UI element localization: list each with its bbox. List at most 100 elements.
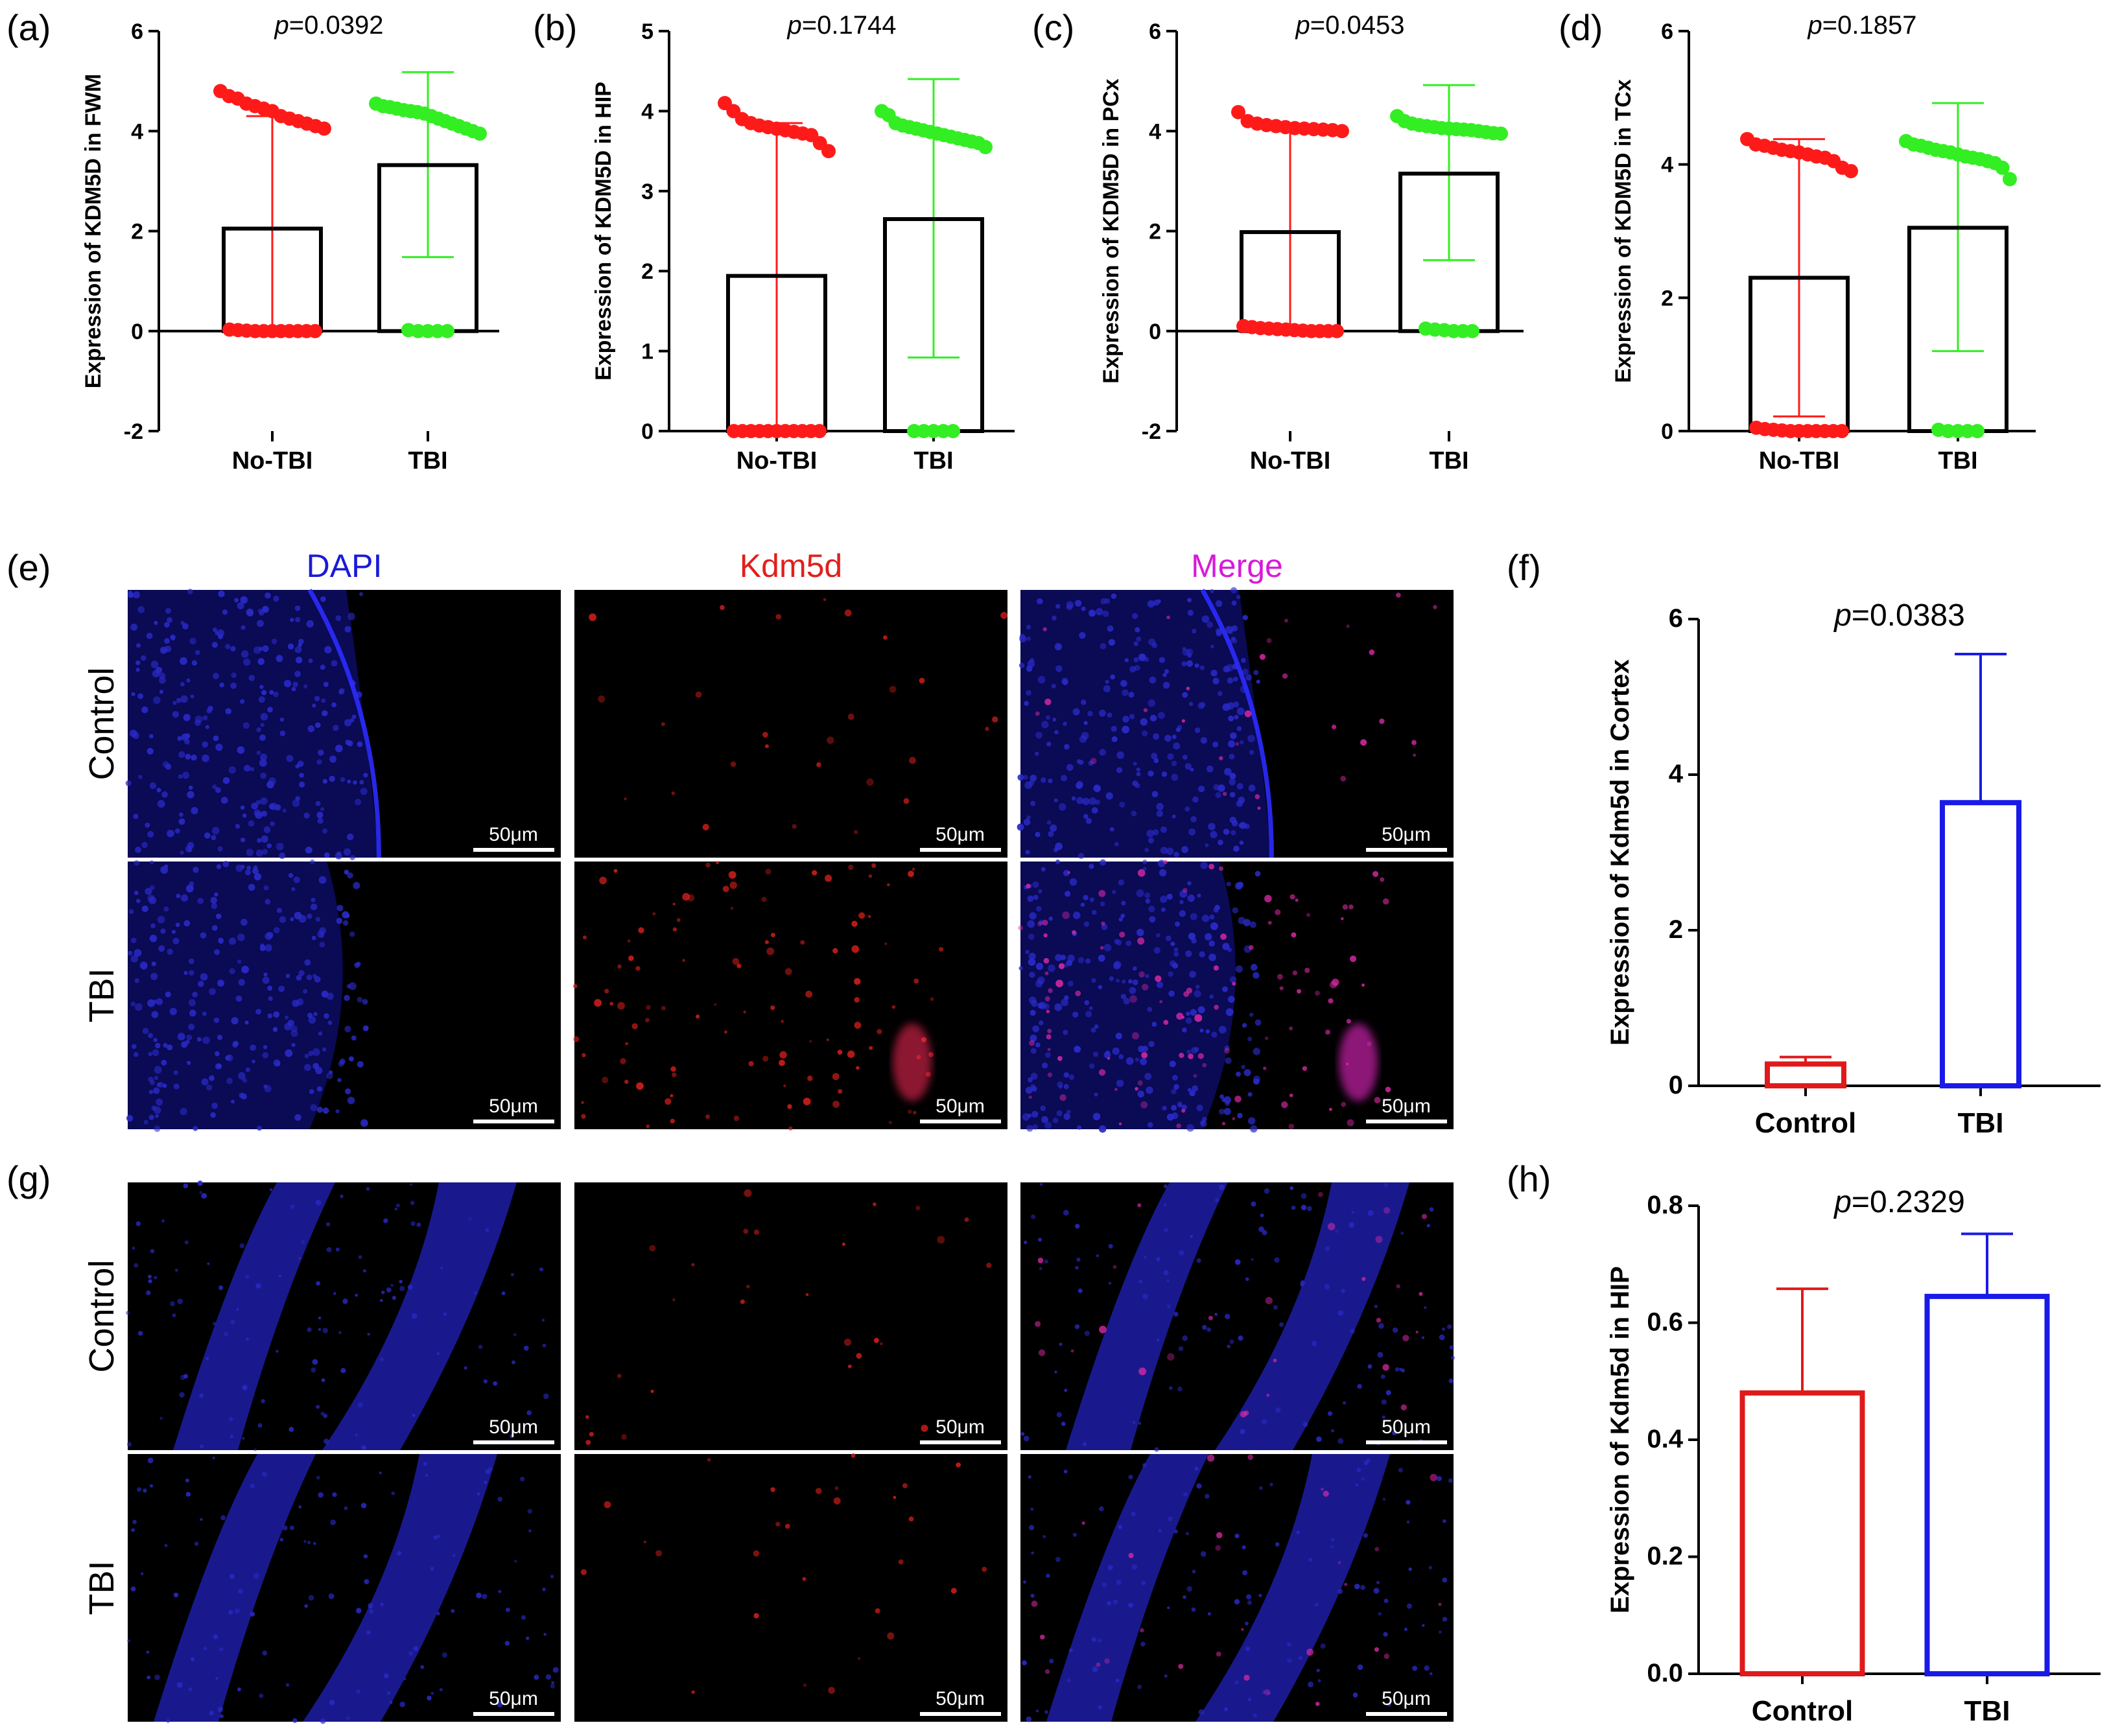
chart-h: 0.0 0.2 0.4 0.6 0.8 Control TBI Expression of K… xyxy=(1606,1185,2101,1727)
micrograph-kdm5d-control: 50μm xyxy=(574,1182,1007,1450)
y-tick-label: 6 xyxy=(1669,604,1683,633)
y-tick-label: 6 xyxy=(1149,19,1161,44)
y-tick-label: 2 xyxy=(1149,220,1161,244)
micrograph-dapi-control: 50μm xyxy=(125,589,561,861)
micrograph-kdm5d-tbi: 50μm xyxy=(574,1453,1007,1722)
data-point xyxy=(308,323,322,338)
row-header-tbi: TBI xyxy=(82,1560,121,1615)
data-point xyxy=(2003,172,2017,187)
micrograph-dapi-control: 50μm xyxy=(125,1180,561,1451)
data-point xyxy=(440,323,454,338)
data-point xyxy=(1835,424,1849,438)
y-tick-label: 0.2 xyxy=(1647,1542,1683,1571)
y-axis-label: Expression of KDM5D in TCx xyxy=(1611,79,1636,383)
micrograph-grid-cortex: DAPI Kdm5d Merge Control 50μm 50μm 50μm TBI 50μm… xyxy=(82,548,1454,1133)
scale-bar-label: 50μm xyxy=(1382,1416,1431,1438)
row-header-tbi: TBI xyxy=(82,968,121,1022)
row-header-control: Control xyxy=(82,1260,121,1372)
y-tick-label: -2 xyxy=(1142,419,1161,444)
chart-a: -2 0 2 4 6 No-TBI TBI Expression of KDM5D in FW… xyxy=(81,11,499,475)
x-tick-label: TBI xyxy=(408,447,447,475)
micrograph-kdm5d-control: 50μm xyxy=(574,590,1008,858)
x-tick-label: TBI xyxy=(1964,1695,2010,1727)
y-tick-label: 2 xyxy=(1661,286,1673,311)
micrograph-merge-tbi: 50μm xyxy=(1020,1454,1454,1722)
row-header-control: Control xyxy=(82,667,121,780)
y-axis-label: Expression of KDM5D in PCx xyxy=(1099,78,1124,384)
data-point xyxy=(1330,323,1344,338)
y-tick-label: 0.6 xyxy=(1647,1308,1683,1337)
y-tick-label: 2 xyxy=(641,259,654,284)
p-value-label: p=0.0453 xyxy=(1295,11,1405,40)
y-axis-label: Expression of KDM5D in FWM xyxy=(81,74,106,388)
chart-c: -2 0 2 4 6 No-TBI TBI Expression of KDM5D in PC… xyxy=(1099,11,1524,475)
y-tick-label: 0.8 xyxy=(1647,1191,1683,1219)
y-tick-label: 0 xyxy=(1661,419,1673,444)
y-tick-label: 0 xyxy=(641,419,654,444)
panel-label-d: (d) xyxy=(1559,7,1603,48)
bar-control xyxy=(1739,1390,1865,1677)
data-point xyxy=(821,144,836,159)
y-tick-label: 0 xyxy=(1669,1071,1683,1099)
scale-bar-label: 50μm xyxy=(1382,1096,1431,1117)
panel-label-c: (c) xyxy=(1032,7,1074,48)
column-header-merge: Merge xyxy=(1191,548,1283,584)
y-tick-label: 6 xyxy=(1661,19,1673,44)
scale-bar-label: 50μm xyxy=(489,1688,538,1709)
p-value-label: p=0.1744 xyxy=(787,11,897,40)
y-tick-label: 4 xyxy=(131,119,143,144)
chart-b: 0 1 2 3 4 5 No-TBI TBI Expression of KDM5D in HI… xyxy=(591,11,1015,475)
scale-bar-label: 50μm xyxy=(489,1096,538,1117)
y-axis-label: Expression of Kdm5d in HIP xyxy=(1606,1266,1634,1613)
y-tick-label: 4 xyxy=(1669,760,1684,788)
y-tick-label: 2 xyxy=(1669,915,1683,944)
p-value-label: p=0.0383 xyxy=(1833,598,1965,633)
y-tick-label: 4 xyxy=(1149,119,1161,144)
panel-label-b: (b) xyxy=(533,7,577,48)
y-tick-label: 5 xyxy=(641,19,654,44)
bar-control xyxy=(1765,1061,1846,1089)
data-point xyxy=(946,424,960,438)
data-point xyxy=(1465,323,1479,338)
p-value-label: p=0.2329 xyxy=(1833,1185,1965,1219)
scale-bar-label: 50μm xyxy=(1382,824,1431,845)
scale-bar-label: 50μm xyxy=(936,1096,985,1117)
data-point xyxy=(1844,163,1858,178)
x-tick-label: No-TBI xyxy=(1759,447,1840,475)
micrograph-merge-control: 50μm xyxy=(1017,587,1454,860)
micrograph-merge-control: 50μm xyxy=(1020,1182,1455,1452)
scale-bar-label: 50μm xyxy=(489,1416,538,1438)
x-tick-label: TBI xyxy=(1429,447,1468,475)
x-tick-label: No-TBI xyxy=(1250,447,1331,475)
data-point xyxy=(317,121,331,136)
y-tick-label: 4 xyxy=(1661,153,1673,178)
data-point xyxy=(1970,424,1985,438)
x-tick-label: TBI xyxy=(1958,1107,2004,1139)
p-value-label: p=0.0392 xyxy=(274,11,384,40)
x-tick-label: TBI xyxy=(913,447,953,475)
y-axis-label: Expression of KDM5D in HIP xyxy=(591,82,616,381)
y-tick-label: 0.4 xyxy=(1647,1425,1683,1453)
y-tick-label: 0 xyxy=(131,320,143,344)
y-tick-label: -2 xyxy=(124,419,143,444)
y-tick-label: 6 xyxy=(131,19,143,44)
panel-label-a: (a) xyxy=(6,7,51,48)
data-point xyxy=(1494,126,1508,141)
x-tick-label: Control xyxy=(1752,1695,1853,1727)
data-point xyxy=(1995,160,2010,175)
micrograph-dapi-tbi: 50μm xyxy=(127,1454,561,1724)
scale-bar-label: 50μm xyxy=(1382,1688,1431,1709)
chart-d: 0 2 4 6 No-TBI TBI Expression of KDM5D in TCx p… xyxy=(1611,11,2036,475)
y-tick-label: 3 xyxy=(641,180,654,204)
bar-tbi xyxy=(1940,800,2021,1088)
panel-label-e: (e) xyxy=(6,547,51,588)
y-tick-label: 0 xyxy=(1149,320,1161,344)
micrograph-grid-hippocampus: Control 50μm 50μm 50μm TBI 50μm 50μm 50μm xyxy=(82,1180,1455,1724)
y-tick-label: 1 xyxy=(641,340,654,364)
p-value-label: p=0.1857 xyxy=(1808,11,1917,40)
scale-bar-label: 50μm xyxy=(936,824,985,845)
y-tick-label: 2 xyxy=(131,220,143,244)
panel-label-g: (g) xyxy=(6,1158,51,1199)
x-tick-label: No-TBI xyxy=(232,447,313,475)
